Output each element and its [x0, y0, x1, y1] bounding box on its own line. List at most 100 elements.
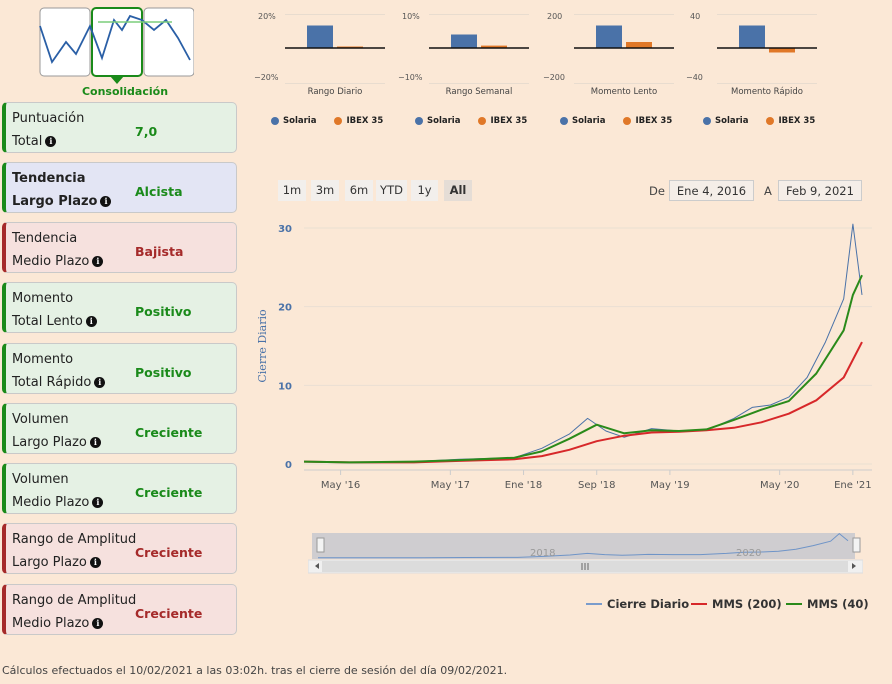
mini-bar-b [626, 42, 652, 48]
legend-dot-icon [560, 117, 568, 125]
info-icon[interactable]: i [89, 557, 101, 568]
range-button-all[interactable]: All [444, 180, 472, 201]
legend-line-icon [586, 603, 602, 605]
mini-top-tick: 200 [547, 12, 563, 21]
navigator-selection[interactable] [312, 533, 855, 559]
card-value: Creciente [135, 485, 203, 500]
series-line-mms-40 [303, 274, 863, 464]
mini-chart: 40 −40 Momento Rápido Solaria IBEX 35 [686, 6, 830, 130]
mini-plot [429, 14, 529, 84]
mini-legend: Solaria IBEX 35 [560, 116, 672, 126]
info-icon[interactable]: i [100, 196, 112, 207]
card-value: Creciente [135, 606, 203, 621]
legend-mms-40[interactable]: MMS (40) [786, 597, 869, 611]
mini-bottom-tick: −40 [686, 73, 703, 82]
card-title-text: Largo Plazo [12, 555, 87, 570]
card-title-line2: Medio Plazo i [12, 616, 104, 631]
navigator-series [318, 532, 849, 559]
indicator-card: Volumen Medio Plazo i Creciente [2, 463, 237, 514]
mini-chart-title: Rango Semanal [445, 87, 513, 97]
card-title-line1: Volumen [12, 472, 69, 487]
card-value: Creciente [135, 545, 203, 560]
from-date-input[interactable]: Ene 4, 2016 [669, 180, 754, 201]
navigator-handle[interactable] [852, 537, 861, 553]
legend-label: MMS (40) [807, 597, 869, 611]
navigator-handle[interactable] [316, 537, 325, 553]
x-tick-label: Ene '21 [834, 480, 871, 491]
x-tick-label: Sep '18 [578, 480, 616, 491]
legend-dot-icon [703, 117, 711, 125]
card-title-text: Largo Plazo [12, 194, 98, 209]
legend-label: IBEX 35 [346, 116, 384, 126]
indicator-card: Momento Total Lento i Positivo [2, 282, 237, 333]
mini-bar-a [596, 25, 622, 48]
info-icon[interactable]: i [92, 256, 104, 267]
indicator-card: Momento Total Rápido i Positivo [2, 343, 237, 394]
range-button-6m[interactable]: 6m [345, 180, 373, 201]
card-title-text: Medio Plazo [12, 254, 90, 269]
card-value: Positivo [135, 304, 192, 319]
legend-label: MMS (200) [712, 597, 782, 611]
card-title-text: Largo Plazo [12, 435, 87, 450]
mini-legend: Solaria IBEX 35 [703, 116, 815, 126]
mini-chart: 200 −200 Momento Lento Solaria IBEX 35 [543, 6, 687, 130]
indicator-card: Puntuación Total i 7,0 [2, 102, 237, 153]
range-button-3m[interactable]: 3m [311, 180, 339, 201]
x-tick-label: May '19 [650, 480, 689, 491]
indicator-card: Tendencia Largo Plazo i Alcista [2, 162, 237, 213]
mini-bar-a [307, 25, 333, 48]
card-title-text: Total [12, 134, 43, 149]
range-button-1m[interactable]: 1m [278, 180, 306, 201]
legend-label: Solaria [715, 116, 749, 126]
info-icon[interactable]: i [92, 497, 104, 508]
mini-plot [717, 14, 817, 84]
y-tick-label: 10 [278, 381, 292, 392]
indicator-card: Volumen Largo Plazo i Creciente [2, 403, 237, 454]
mini-chart-title: Rango Diario [307, 87, 363, 97]
info-icon[interactable]: i [45, 136, 57, 147]
indicator-card: Rango de Amplitud Medio Plazo i Creciente [2, 584, 237, 635]
legend-line-icon [786, 603, 802, 605]
mini-chart: 10% −10% Rango Semanal Solaria IBEX 35 [398, 6, 542, 130]
series-line-cierre-diario [303, 223, 863, 463]
legend-label: IBEX 35 [635, 116, 673, 126]
footer-note: Cálculos efectuados el 10/02/2021 a las … [2, 664, 508, 677]
mini-top-tick: 40 [690, 12, 701, 21]
range-button-1y[interactable]: 1y [411, 180, 438, 201]
card-value: Alcista [135, 184, 183, 199]
y-tick-label: 20 [278, 303, 292, 314]
x-tick-label: May '16 [321, 480, 360, 491]
pattern-label: Consolidación [81, 85, 169, 98]
info-icon[interactable]: i [89, 437, 101, 448]
card-title-line2: Largo Plazo i [12, 435, 101, 450]
card-title-line2: Total Rápido i [12, 375, 106, 390]
card-title-text: Medio Plazo [12, 495, 90, 510]
mini-chart-title: Momento Lento [590, 87, 658, 97]
card-title-line2: Medio Plazo i [12, 495, 104, 510]
card-title-line1: Rango de Amplitud [12, 532, 137, 547]
info-icon[interactable]: i [94, 377, 106, 388]
pattern-thumbnail [39, 7, 194, 84]
card-title-text: Total Rápido [12, 375, 92, 390]
mini-chart: 20% −20% Rango Diario Solaria IBEX 35 [254, 6, 398, 130]
range-button-ytd[interactable]: YTD [376, 180, 407, 201]
scroll-left-icon[interactable] [315, 563, 319, 569]
legend-dot-icon [478, 117, 487, 125]
mini-top-tick: 10% [402, 12, 420, 21]
mini-plot [574, 14, 674, 84]
from-label: De [649, 184, 665, 198]
legend-dot-icon [766, 117, 775, 125]
to-date-input[interactable]: Feb 9, 2021 [778, 180, 862, 201]
mini-top-tick: 20% [258, 12, 276, 21]
legend-mms-200[interactable]: MMS (200) [691, 597, 782, 611]
card-title-line1: Momento [12, 352, 74, 367]
card-title-line2: Largo Plazo i [12, 194, 112, 209]
info-icon[interactable]: i [85, 316, 97, 327]
mini-bar-b [481, 45, 507, 48]
card-title-line1: Tendencia [12, 171, 86, 186]
info-icon[interactable]: i [92, 618, 104, 629]
navigator[interactable]: 2018 2020 [308, 532, 863, 574]
legend-cierre-diario[interactable]: Cierre Diario [586, 597, 689, 611]
scroll-right-icon[interactable] [852, 563, 856, 569]
legend-label: Solaria [283, 116, 317, 126]
